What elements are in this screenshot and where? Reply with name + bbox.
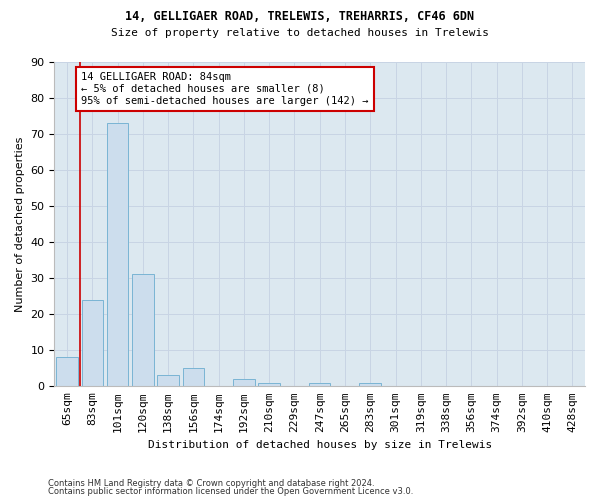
Bar (56, 358, 78, 386)
Text: 14, GELLIGAER ROAD, TRELEWIS, TREHARRIS, CF46 6DN: 14, GELLIGAER ROAD, TRELEWIS, TREHARRIS,… (125, 10, 475, 23)
Bar (233, 379, 254, 386)
Y-axis label: Number of detached properties: Number of detached properties (15, 136, 25, 312)
X-axis label: Distribution of detached houses by size in Trelewis: Distribution of detached houses by size … (148, 440, 492, 450)
Bar (82, 300, 103, 386)
Bar (157, 376, 179, 386)
Bar (259, 382, 280, 386)
Bar (309, 382, 331, 386)
Bar (359, 382, 381, 386)
Bar (182, 368, 204, 386)
Text: 14 GELLIGAER ROAD: 84sqm
← 5% of detached houses are smaller (8)
95% of semi-det: 14 GELLIGAER ROAD: 84sqm ← 5% of detache… (81, 72, 368, 106)
Bar (132, 274, 154, 386)
Bar (107, 123, 128, 386)
Text: Contains public sector information licensed under the Open Government Licence v3: Contains public sector information licen… (48, 487, 413, 496)
Text: Contains HM Land Registry data © Crown copyright and database right 2024.: Contains HM Land Registry data © Crown c… (48, 478, 374, 488)
Text: Size of property relative to detached houses in Trelewis: Size of property relative to detached ho… (111, 28, 489, 38)
